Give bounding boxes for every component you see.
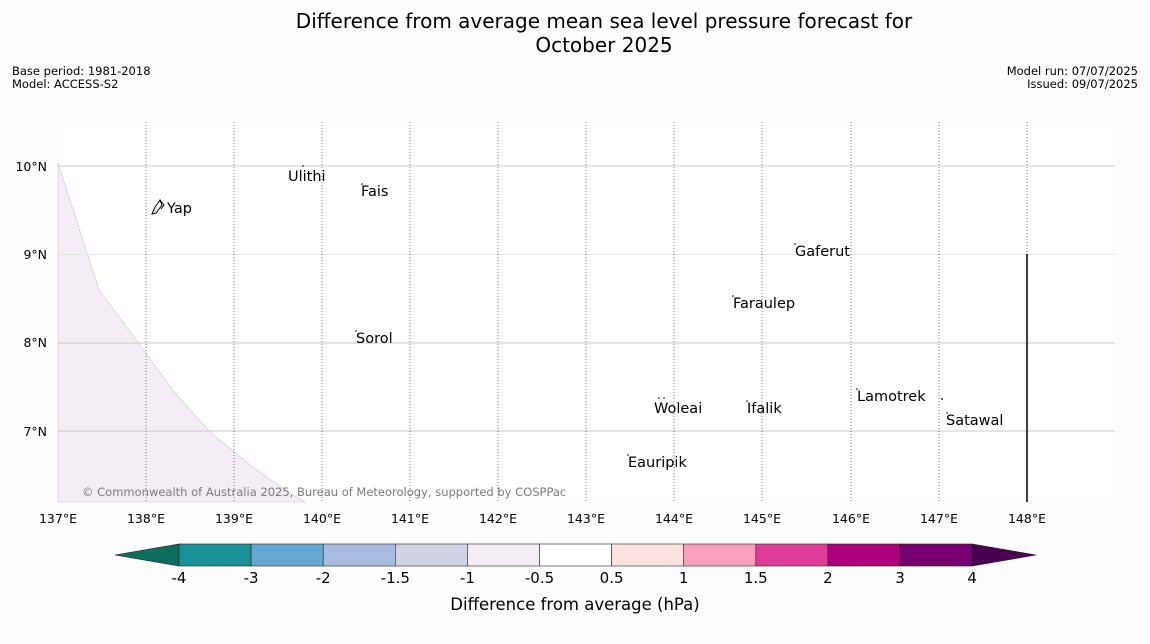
- place-yap: Yap: [166, 201, 192, 217]
- colorbar-swatch: [539, 543, 612, 567]
- colorbar-tick-label: -2: [316, 569, 331, 587]
- woleai-atoll-a: [658, 397, 660, 399]
- chart-title: Difference from average mean sea level p…: [0, 9, 1150, 57]
- colorbar-swatches: [114, 543, 1037, 567]
- issued-date: Issued: 09/07/2025: [1027, 77, 1138, 91]
- title-line-2: October 2025: [535, 33, 673, 57]
- colorbar-tick-label: -1: [460, 569, 475, 587]
- faraulep-atoll: [732, 295, 734, 297]
- lat-label: 10°N: [15, 159, 47, 174]
- lon-label: 139°E: [215, 511, 253, 526]
- colorbar-tick-label: -1.5: [381, 569, 410, 587]
- model-name: Model: ACCESS-S2: [12, 77, 119, 91]
- lamotrek-east-atoll: [941, 398, 943, 400]
- colorbar: -4 -3 -2 -1.5 -1 -0.5 0.5 1 1.5 2 3 4 Difference fr…: [114, 543, 1037, 614]
- lon-label: 137°E: [39, 511, 77, 526]
- colorbar-swatch: [467, 543, 540, 567]
- colorbar-tick-labels: -4 -3 -2 -1.5 -1 -0.5 0.5 1 1.5 2 3 4: [172, 569, 977, 587]
- colorbar-tick-label: -4: [172, 569, 187, 587]
- place-satawal: Satawal: [946, 413, 1003, 429]
- lat-label: 9°N: [23, 247, 47, 262]
- colorbar-label: Difference from average (hPa): [450, 595, 699, 614]
- gaferut-atoll: [794, 243, 796, 245]
- lat-label: 8°N: [23, 335, 47, 350]
- lon-axis-labels: 137°E 138°E 139°E 140°E 141°E 142°E 143°…: [39, 511, 1046, 526]
- colorbar-tick-label: 2: [823, 569, 833, 587]
- credit-text: © Commonwealth of Australia 2025, Bureau…: [82, 485, 566, 499]
- sorol-atoll: [355, 330, 357, 332]
- colorbar-tick-label: 1: [679, 569, 689, 587]
- lon-label: 141°E: [391, 511, 429, 526]
- fais-atoll: [361, 183, 363, 185]
- colorbar-swatch: [683, 543, 757, 567]
- woleai-atoll-b: [663, 397, 665, 399]
- model-run: Model run: 07/07/2025: [1006, 64, 1138, 78]
- place-faraulep: Faraulep: [733, 296, 795, 312]
- lon-label: 143°E: [567, 511, 605, 526]
- colorbar-extend-min: [114, 543, 180, 567]
- colorbar-tick-label: 0.5: [600, 569, 624, 587]
- yap-island-detail: [159, 199, 165, 210]
- eauripik-atoll: [627, 454, 629, 456]
- colorbar-tick-label: 4: [967, 569, 977, 587]
- colorbar-swatch: [899, 543, 973, 567]
- place-eauripik: Eauripik: [628, 455, 687, 471]
- lon-label: 142°E: [479, 511, 517, 526]
- anomaly-shaded-region: [57, 162, 307, 503]
- lon-label: 148°E: [1008, 511, 1046, 526]
- map-panel: Ulithi Fais Yap Gaferut Faraulep Sorol L…: [57, 122, 1115, 503]
- lat-label: 7°N: [23, 424, 47, 439]
- yap-island-shape: [151, 198, 163, 215]
- meta-right: Model run: 07/07/2025 Issued: 09/07/2025: [1007, 65, 1138, 91]
- base-period: Base period: 1981-2018: [12, 64, 151, 78]
- colorbar-swatch: [755, 543, 829, 567]
- colorbar-swatch: [178, 543, 252, 567]
- lon-label: 140°E: [303, 511, 341, 526]
- lon-label: 146°E: [832, 511, 870, 526]
- colorbar-tick-label: -3: [244, 569, 259, 587]
- meta-left: Base period: 1981-2018 Model: ACCESS-S2: [12, 65, 151, 91]
- colorbar-swatch: [250, 543, 324, 567]
- title-line-1: Difference from average mean sea level p…: [295, 9, 913, 33]
- place-fais: Fais: [361, 184, 388, 200]
- place-labels: Ulithi Fais Yap Gaferut Faraulep Sorol L…: [166, 169, 1003, 471]
- colorbar-swatch: [827, 543, 901, 567]
- islands: [151, 198, 165, 215]
- colorbar-tick-label: 1.5: [744, 569, 768, 587]
- lat-axis-labels: 10°N 9°N 8°N 7°N: [15, 159, 47, 439]
- lon-label: 147°E: [920, 511, 958, 526]
- place-ifalik: Ifalik: [747, 401, 782, 417]
- lon-label: 144°E: [655, 511, 693, 526]
- colorbar-swatch: [394, 543, 468, 567]
- colorbar-tick-label: 3: [895, 569, 905, 587]
- lon-label: 145°E: [743, 511, 781, 526]
- place-lamotrek: Lamotrek: [857, 389, 926, 405]
- colorbar-tick-label: -0.5: [525, 569, 554, 587]
- lamotrek-atoll: [856, 388, 858, 390]
- ulithi-atoll: [302, 165, 304, 167]
- satawal-atoll: [946, 412, 948, 414]
- place-sorol: Sorol: [356, 331, 393, 347]
- colorbar-swatch: [322, 543, 396, 567]
- lon-label: 138°E: [127, 511, 165, 526]
- place-gaferut: Gaferut: [795, 244, 850, 260]
- colorbar-swatch: [611, 543, 684, 567]
- place-woleai: Woleai: [654, 401, 702, 417]
- lon-gridlines: [145, 122, 1028, 502]
- atoll-dots: [302, 165, 948, 456]
- ifalik-atoll: [746, 400, 748, 402]
- place-ulithi: Ulithi: [288, 169, 326, 185]
- colorbar-extend-max: [971, 543, 1037, 567]
